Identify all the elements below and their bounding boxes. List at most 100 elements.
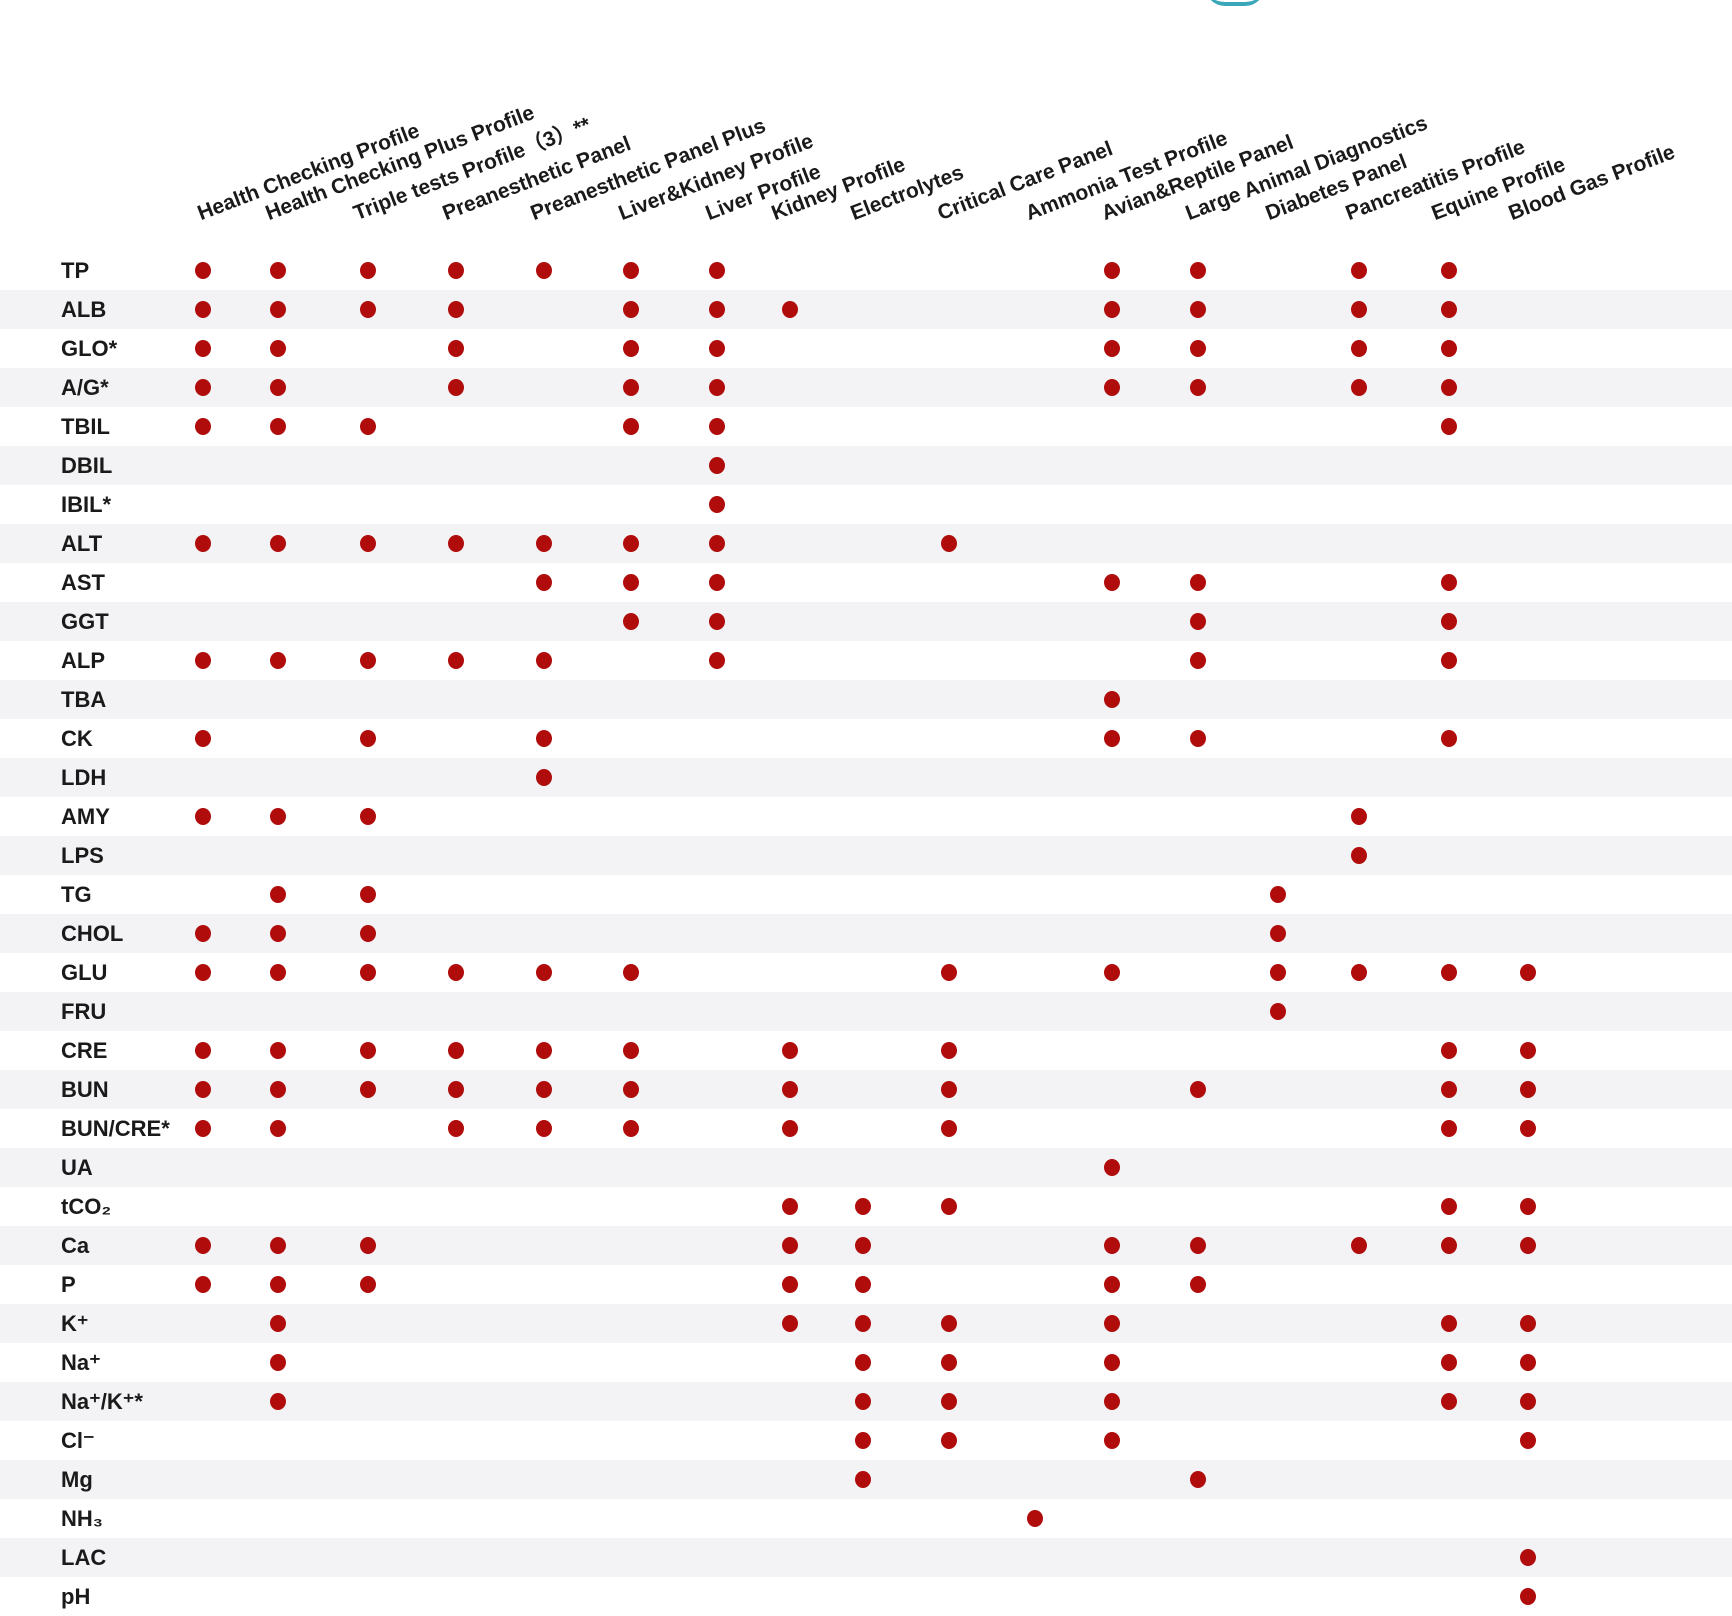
- included-dot-icon: [536, 964, 552, 981]
- included-dot-icon: [941, 1042, 957, 1059]
- row-label: CK: [61, 726, 93, 751]
- table-row: Ca: [0, 1226, 1732, 1265]
- included-dot-icon: [1441, 964, 1457, 981]
- table-row: NH₃: [0, 1499, 1732, 1538]
- included-dot-icon: [360, 730, 376, 747]
- row-label: Ca: [61, 1233, 90, 1258]
- table-row: ALP: [0, 641, 1732, 680]
- included-dot-icon: [360, 925, 376, 942]
- table-row: GLU: [0, 953, 1732, 992]
- included-dot-icon: [1104, 1432, 1120, 1449]
- included-dot-icon: [1104, 574, 1120, 591]
- included-dot-icon: [1441, 1393, 1457, 1410]
- included-dot-icon: [782, 301, 798, 318]
- included-dot-icon: [941, 535, 957, 552]
- included-dot-icon: [1104, 691, 1120, 708]
- included-dot-icon: [536, 652, 552, 669]
- included-dot-icon: [855, 1354, 871, 1371]
- included-dot-icon: [623, 613, 639, 630]
- table-row: UA: [0, 1148, 1732, 1187]
- included-dot-icon: [623, 379, 639, 396]
- included-dot-icon: [360, 886, 376, 903]
- included-dot-icon: [195, 379, 211, 396]
- included-dot-icon: [1441, 652, 1457, 669]
- included-dot-icon: [1441, 418, 1457, 435]
- table-row: BUN: [0, 1070, 1732, 1109]
- included-dot-icon: [1520, 1042, 1536, 1059]
- included-dot-icon: [270, 1081, 286, 1098]
- included-dot-icon: [448, 652, 464, 669]
- included-dot-icon: [1441, 1237, 1457, 1254]
- included-dot-icon: [270, 1120, 286, 1137]
- included-dot-icon: [195, 1276, 211, 1293]
- included-dot-icon: [195, 1120, 211, 1137]
- included-dot-icon: [623, 1042, 639, 1059]
- row-label: ALP: [61, 648, 105, 673]
- included-dot-icon: [360, 418, 376, 435]
- included-dot-icon: [195, 925, 211, 942]
- included-dot-icon: [1190, 730, 1206, 747]
- included-dot-icon: [360, 1042, 376, 1059]
- table-row: TG: [0, 875, 1732, 914]
- included-dot-icon: [270, 1042, 286, 1059]
- included-dot-icon: [360, 1276, 376, 1293]
- included-dot-icon: [448, 301, 464, 318]
- table-row: K⁺: [0, 1304, 1732, 1343]
- row-label: Na⁺: [61, 1350, 101, 1375]
- table-row: GLO*: [0, 329, 1732, 368]
- included-dot-icon: [195, 1237, 211, 1254]
- row-label: CRE: [61, 1038, 108, 1063]
- included-dot-icon: [1104, 1276, 1120, 1293]
- included-dot-icon: [195, 262, 211, 279]
- included-dot-icon: [709, 340, 725, 357]
- included-dot-icon: [782, 1198, 798, 1215]
- table-row: Na⁺: [0, 1343, 1732, 1382]
- included-dot-icon: [1351, 964, 1367, 981]
- included-dot-icon: [448, 340, 464, 357]
- included-dot-icon: [1351, 1237, 1367, 1254]
- included-dot-icon: [195, 535, 211, 552]
- included-dot-icon: [360, 1237, 376, 1254]
- included-dot-icon: [1104, 379, 1120, 396]
- included-dot-icon: [1104, 340, 1120, 357]
- included-dot-icon: [1520, 1120, 1536, 1137]
- row-label: TBA: [61, 687, 107, 712]
- included-dot-icon: [1104, 1354, 1120, 1371]
- included-dot-icon: [623, 964, 639, 981]
- row-label: NH₃: [61, 1506, 103, 1531]
- included-dot-icon: [1104, 1315, 1120, 1332]
- included-dot-icon: [270, 964, 286, 981]
- included-dot-icon: [941, 1393, 957, 1410]
- included-dot-icon: [709, 457, 725, 474]
- included-dot-icon: [1441, 1315, 1457, 1332]
- included-dot-icon: [270, 886, 286, 903]
- included-dot-icon: [1190, 1276, 1206, 1293]
- included-dot-icon: [1190, 652, 1206, 669]
- row-label: ALT: [61, 531, 103, 556]
- included-dot-icon: [1441, 1042, 1457, 1059]
- included-dot-icon: [1520, 964, 1536, 981]
- included-dot-icon: [709, 613, 725, 630]
- included-dot-icon: [1190, 574, 1206, 591]
- table-row: ALB: [0, 290, 1732, 329]
- included-dot-icon: [941, 1081, 957, 1098]
- row-label: BUN: [61, 1077, 109, 1102]
- included-dot-icon: [270, 808, 286, 825]
- table-row: Na⁺/K⁺*: [0, 1382, 1732, 1421]
- row-label: CHOL: [61, 921, 124, 946]
- included-dot-icon: [709, 301, 725, 318]
- included-dot-icon: [1104, 1237, 1120, 1254]
- included-dot-icon: [536, 262, 552, 279]
- included-dot-icon: [782, 1042, 798, 1059]
- included-dot-icon: [709, 535, 725, 552]
- included-dot-icon: [270, 925, 286, 942]
- included-dot-icon: [1441, 1120, 1457, 1137]
- row-label: GGT: [61, 609, 109, 634]
- included-dot-icon: [1520, 1588, 1536, 1605]
- included-dot-icon: [360, 301, 376, 318]
- included-dot-icon: [855, 1198, 871, 1215]
- included-dot-icon: [623, 301, 639, 318]
- included-dot-icon: [448, 964, 464, 981]
- row-label: IBIL*: [61, 492, 112, 517]
- row-label: pH: [61, 1584, 91, 1609]
